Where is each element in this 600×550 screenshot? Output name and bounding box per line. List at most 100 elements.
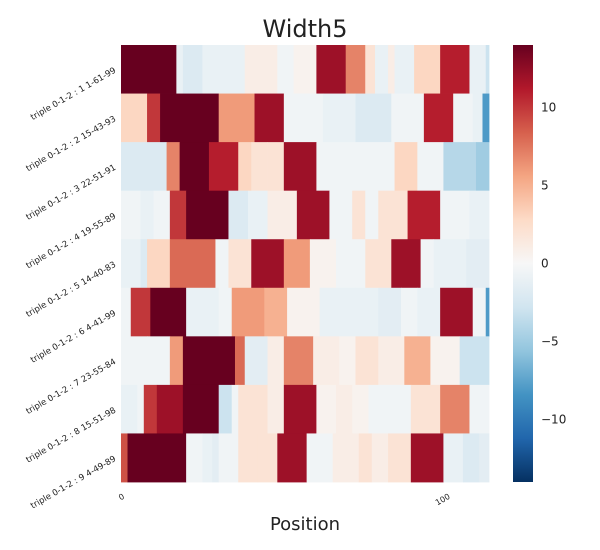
heatmap-cell-r5-s7 xyxy=(251,239,285,289)
heatmap-cell-r4-s13 xyxy=(378,190,408,240)
heatmap-cell-r4-s6 xyxy=(228,190,249,240)
heatmap-cell-r6-s9 xyxy=(319,287,356,337)
heatmap-cell-r9-s6 xyxy=(218,433,239,483)
heatmap-cell-r3-s4 xyxy=(208,142,239,192)
heatmap-cell-r6-s2 xyxy=(130,287,151,337)
heatmap-cell-r3-s6 xyxy=(251,142,268,192)
heatmap-cell-r6-s12 xyxy=(401,287,418,337)
colorbar-tick--10: −10 xyxy=(541,413,566,427)
heatmap-cell-r2-s2 xyxy=(147,93,161,143)
heatmap-cell-r7-s1 xyxy=(121,336,148,386)
heatmap-cell-r7-s5 xyxy=(234,336,246,386)
heatmap-cell-r1-s13 xyxy=(394,45,415,94)
heatmap-cell-r1-s2 xyxy=(176,45,184,94)
heatmap-cell-r1-s16 xyxy=(469,45,487,94)
x-axis-label: Position xyxy=(270,514,340,535)
heatmap-cell-r1-s8 xyxy=(316,45,347,94)
heatmap-cell-r8-s10 xyxy=(283,384,317,434)
heatmap-cell-r5-s4 xyxy=(169,239,216,289)
heatmap-cell-r9-s10 xyxy=(306,433,334,483)
heatmap-cell-r5-s11 xyxy=(348,239,366,289)
heatmap-cell-r5-s5 xyxy=(215,239,229,289)
heatmap-cell-r9-s8 xyxy=(257,433,278,483)
heatmap-cell-r8-s15 xyxy=(410,384,441,434)
heatmap-cells xyxy=(121,45,490,483)
row-label-7: triple 0-1-2 : 7 23-55-84 xyxy=(24,357,118,417)
heatmap-cell-r8-s8 xyxy=(238,384,268,434)
heatmap-cell-r6-s6 xyxy=(231,287,265,337)
heatmap-cell-r4-s4 xyxy=(169,190,187,240)
heatmap-cell-r7-s6 xyxy=(244,336,268,386)
heatmap-cell-r5-s6 xyxy=(228,239,252,289)
heatmap-cell-r5-s10 xyxy=(335,239,350,289)
heatmap-cell-r2-s3 xyxy=(160,93,220,143)
heatmap-cell-r1-s17 xyxy=(485,45,490,94)
heatmap-cell-r8-s3 xyxy=(143,384,158,434)
heatmap-cell-r3-s13 xyxy=(443,142,477,192)
heatmap-cell-r8-s1 xyxy=(121,384,138,434)
heatmap-cell-r6-s16 xyxy=(485,287,490,337)
heatmap-cell-r1-s1 xyxy=(121,45,177,94)
heatmap-cell-r8-s5 xyxy=(182,384,220,434)
heatmap-cell-r7-s10 xyxy=(339,336,356,386)
heatmap-cell-r3-s2 xyxy=(166,142,181,192)
heatmap-cell-r7-s13 xyxy=(404,336,431,386)
heatmap-cell-r2-s1 xyxy=(121,93,148,143)
x-tick-100: 100 xyxy=(434,492,452,507)
heatmap-cell-r6-s15 xyxy=(472,287,487,337)
heatmap-cell-r2-s9 xyxy=(391,93,425,143)
heatmap-cell-r3-s8 xyxy=(283,142,317,192)
heatmap-cell-r3-s10 xyxy=(365,142,395,192)
heatmap-cell-r8-s2 xyxy=(137,384,145,434)
heatmap-cell-r4-s1 xyxy=(121,190,141,240)
heatmap-cell-r8-s17 xyxy=(469,384,490,434)
heatmap-cell-r4-s16 xyxy=(469,190,490,240)
heatmap-cell-r3-s14 xyxy=(475,142,490,192)
heatmap-cell-r9-s2 xyxy=(127,433,187,483)
heatmap-cell-r1-s5 xyxy=(244,45,278,94)
heatmap-cell-r6-s8 xyxy=(287,287,321,337)
heatmap-cell-r1-s11 xyxy=(375,45,389,94)
heatmap-cell-r7-s7 xyxy=(267,336,285,386)
heatmap-cell-r8-s4 xyxy=(156,384,184,434)
heatmap-cell-r2-s7 xyxy=(322,93,356,143)
heatmap-cell-r8-s7 xyxy=(231,384,239,434)
row-label-3: triple 0-1-2 : 3 22-51-91 xyxy=(24,163,118,223)
colorbar-tick-5: 5 xyxy=(541,178,549,192)
heatmap-cell-r8-s11 xyxy=(316,384,337,434)
heatmap-cell-r4-s8 xyxy=(267,190,298,240)
heatmap-cell-r5-s12 xyxy=(365,239,392,289)
x-tick-0: 0 xyxy=(117,492,126,502)
heatmap-cell-r3-s3 xyxy=(179,142,210,192)
heatmap-cell-r9-s4 xyxy=(202,433,213,483)
heatmap-cell-r4-s14 xyxy=(407,190,441,240)
heatmap-cell-r4-s3 xyxy=(153,190,171,240)
heatmap-cell-r3-s5 xyxy=(238,142,252,192)
heatmap-cell-r7-s8 xyxy=(283,336,314,386)
heatmap-cell-r9-s9 xyxy=(277,433,308,483)
heatmap-cell-r9-s15 xyxy=(410,433,444,483)
heatmap-cell-r6-s10 xyxy=(355,287,379,337)
heatmap-cell-r9-s5 xyxy=(212,433,220,483)
heatmap-cell-r5-s15 xyxy=(433,239,467,289)
heatmap-cell-r3-s7 xyxy=(267,142,285,192)
colorbar-tick-10: 10 xyxy=(541,100,556,114)
heatmap-cell-r4-s15 xyxy=(440,190,470,240)
heatmap-cell-r9-s16 xyxy=(443,433,464,483)
heatmap-cell-r6-s5 xyxy=(218,287,233,337)
row-label-4: triple 0-1-2 : 4 19-55-89 xyxy=(24,211,118,271)
heatmap-cell-r1-s4 xyxy=(202,45,246,94)
heatmap-cell-r1-s12 xyxy=(388,45,395,94)
heatmap-cell-r6-s11 xyxy=(378,287,402,337)
heatmap-cell-r4-s5 xyxy=(186,190,229,240)
row-label-8: triple 0-1-2 : 8 15-51-98 xyxy=(24,406,118,466)
heatmap-cell-r1-s10 xyxy=(365,45,376,94)
heatmap-cell-r9-s17 xyxy=(462,433,480,483)
heatmap-cell-r5-s2 xyxy=(140,239,148,289)
heatmap-cell-r6-s7 xyxy=(264,287,288,337)
heatmap-cell-r8-s6 xyxy=(218,384,233,434)
heatmap-cell-r9-s7 xyxy=(238,433,259,483)
heatmap-cell-r8-s12 xyxy=(335,384,353,434)
